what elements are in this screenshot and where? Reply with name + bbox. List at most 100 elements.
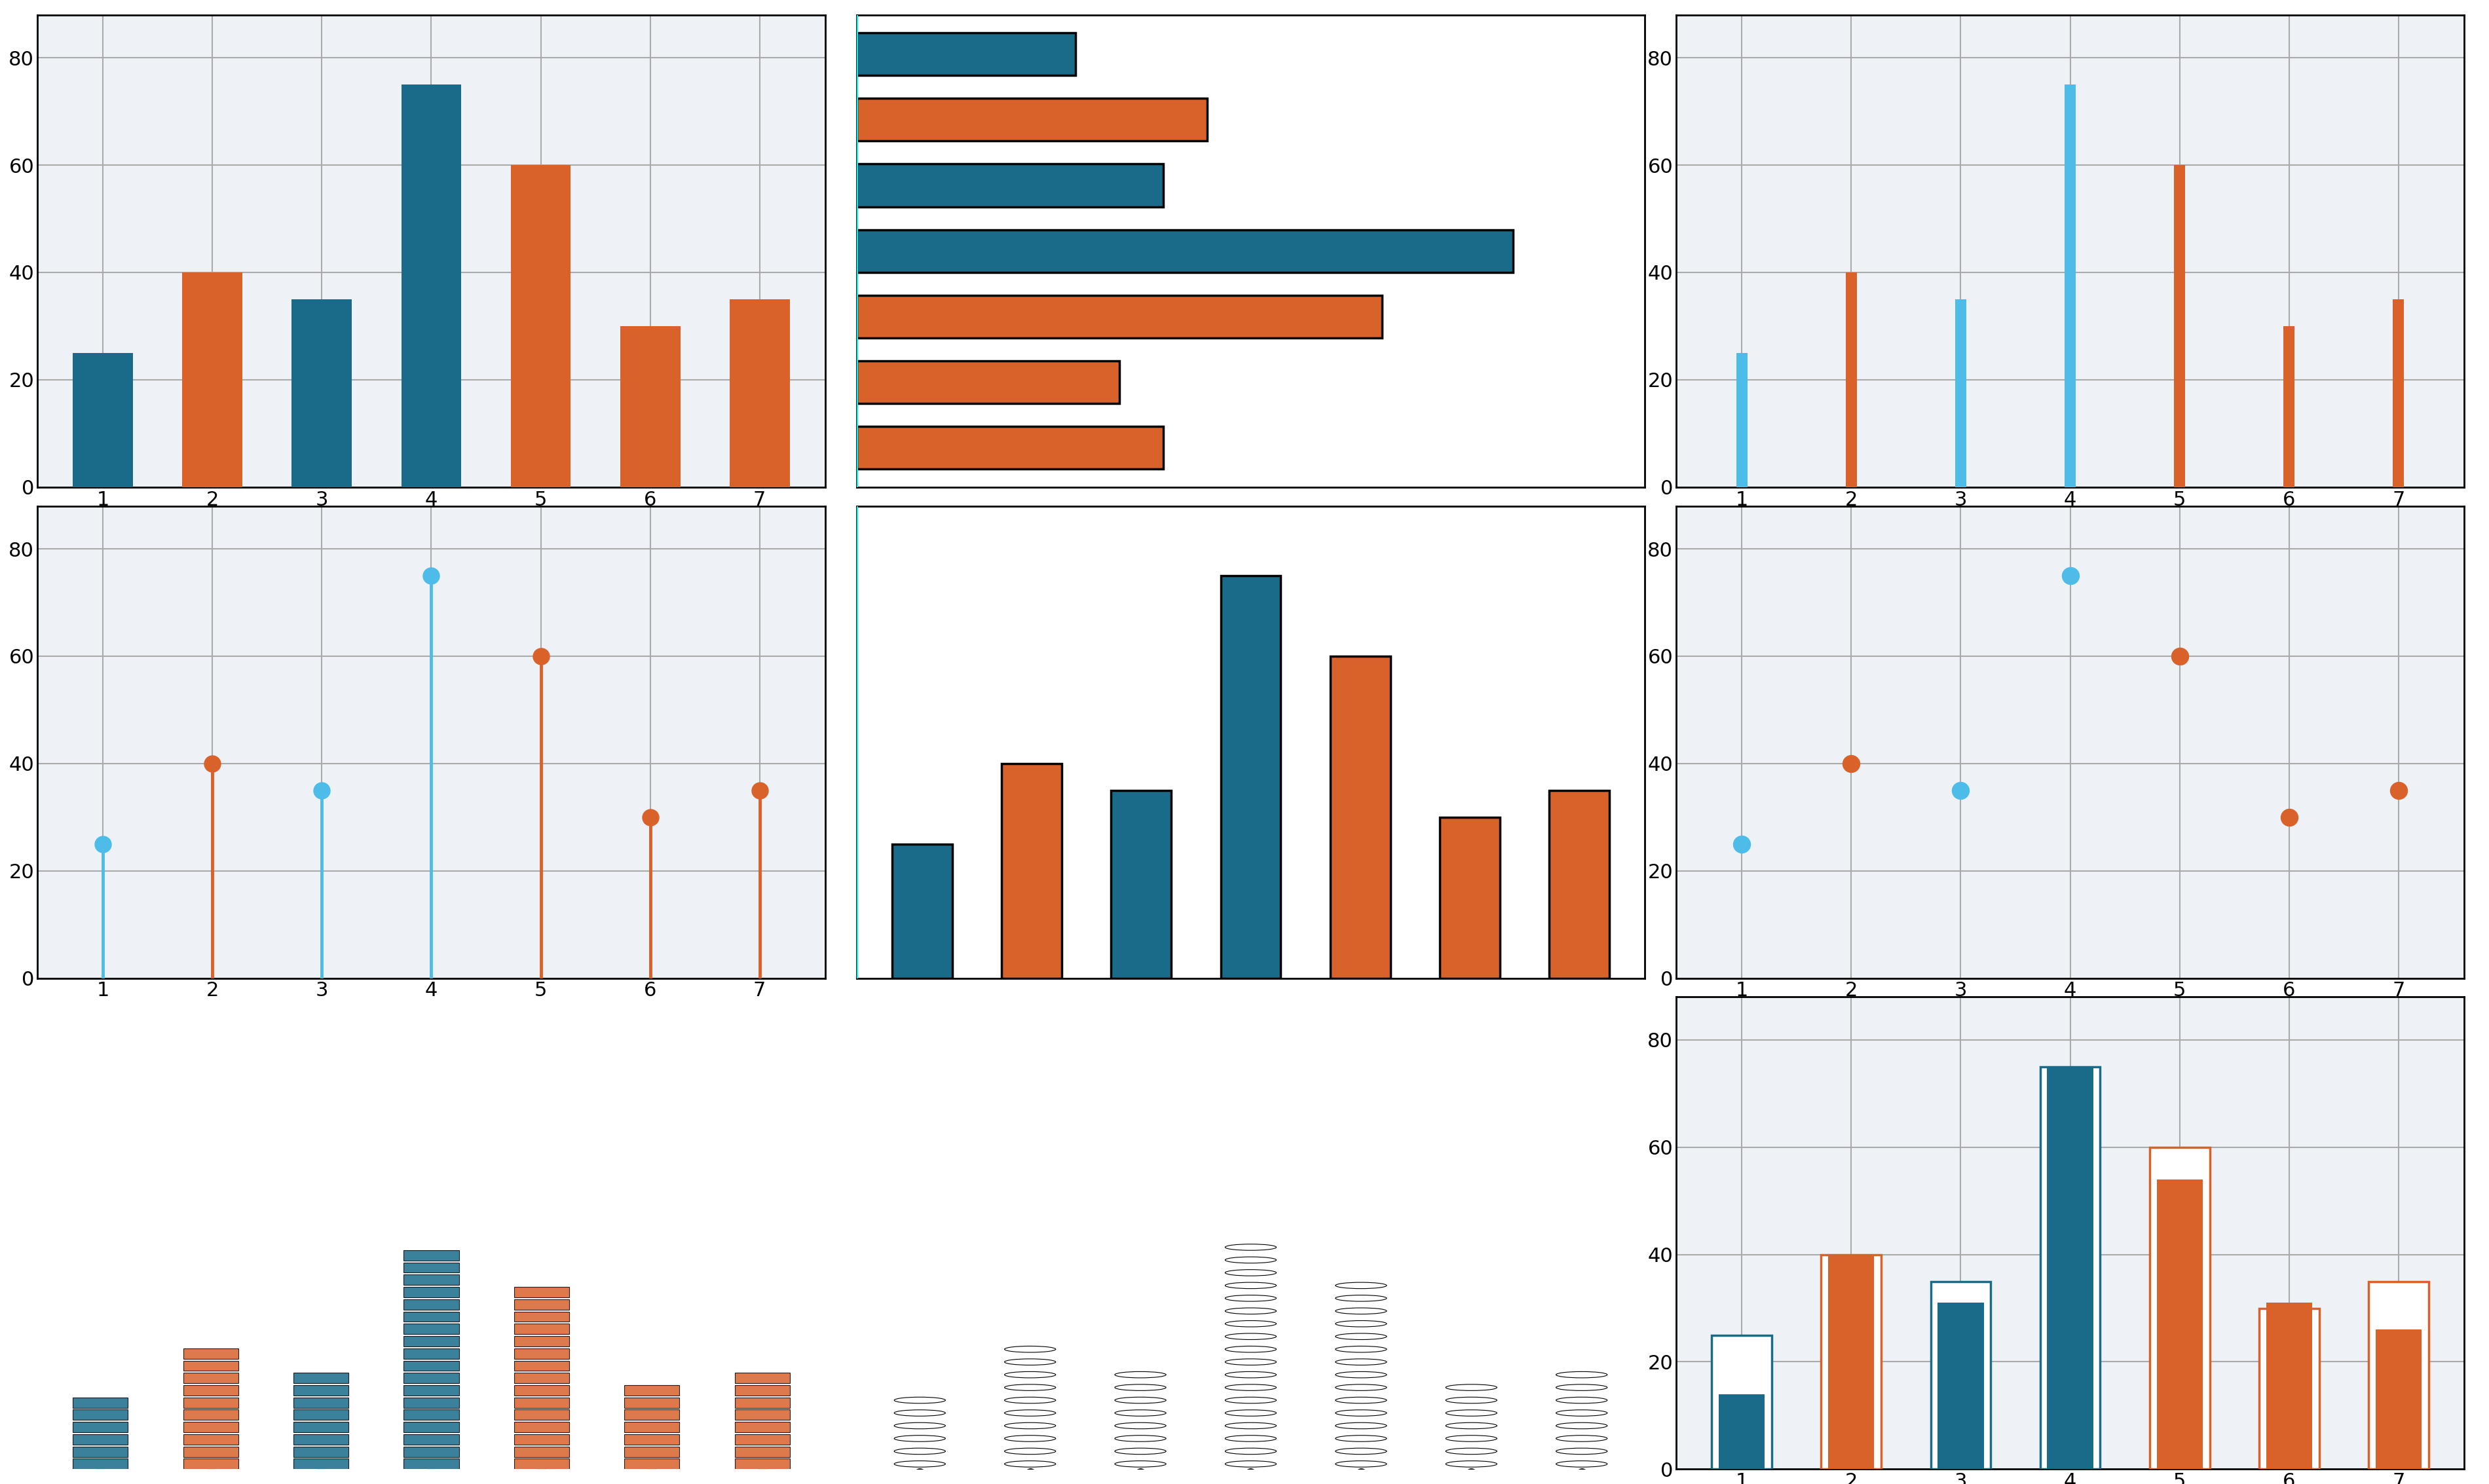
Bar	[515, 1361, 570, 1371]
Ellipse shape	[1115, 1448, 1165, 1454]
Bar	[294, 1385, 348, 1395]
Point	[1832, 751, 1872, 775]
Ellipse shape	[1446, 1423, 1496, 1429]
Bar	[403, 1459, 458, 1469]
Bar	[2066, 85, 2076, 487]
Bar	[856, 295, 1381, 338]
Bar	[515, 1422, 570, 1432]
Bar	[1110, 791, 1172, 978]
Bar	[401, 85, 460, 487]
Bar	[294, 1422, 348, 1432]
Point	[1722, 833, 1762, 856]
Bar	[184, 1385, 239, 1395]
Bar	[1822, 1254, 1882, 1469]
Ellipse shape	[1006, 1460, 1055, 1468]
Bar	[2265, 1303, 2312, 1469]
Ellipse shape	[1225, 1460, 1277, 1468]
Ellipse shape	[1337, 1385, 1386, 1391]
Bar	[72, 1459, 127, 1469]
Bar	[403, 1398, 458, 1408]
Bar	[734, 1398, 789, 1408]
Bar	[856, 165, 1162, 206]
Bar	[515, 1398, 570, 1408]
Bar	[403, 1250, 458, 1260]
Bar	[515, 1410, 570, 1420]
Bar	[2370, 1281, 2429, 1469]
Bar	[403, 1324, 458, 1334]
Bar	[510, 165, 570, 487]
Bar	[2155, 1180, 2203, 1469]
Bar	[625, 1410, 679, 1420]
Bar	[184, 1361, 239, 1371]
Bar	[729, 300, 789, 487]
Bar	[856, 426, 1162, 469]
Ellipse shape	[1446, 1435, 1496, 1441]
Ellipse shape	[1115, 1423, 1165, 1429]
Ellipse shape	[1225, 1423, 1277, 1429]
Ellipse shape	[1225, 1307, 1277, 1315]
Bar	[2375, 1330, 2422, 1469]
Ellipse shape	[1115, 1410, 1165, 1416]
Ellipse shape	[1006, 1410, 1055, 1416]
Bar	[1329, 656, 1391, 978]
Bar	[1548, 791, 1608, 978]
Bar	[184, 1398, 239, 1408]
Bar	[734, 1459, 789, 1469]
Ellipse shape	[1225, 1257, 1277, 1263]
Bar	[515, 1324, 570, 1334]
Bar	[515, 1373, 570, 1383]
Ellipse shape	[894, 1410, 946, 1416]
Bar	[72, 1410, 127, 1420]
Ellipse shape	[1006, 1371, 1055, 1377]
Bar	[182, 273, 241, 487]
Ellipse shape	[894, 1448, 946, 1454]
Bar	[294, 1410, 348, 1420]
Bar	[1220, 576, 1282, 978]
Ellipse shape	[1006, 1346, 1055, 1352]
Bar	[403, 1349, 458, 1359]
Bar	[625, 1447, 679, 1457]
Bar	[184, 1447, 239, 1457]
Bar	[1829, 1254, 1874, 1469]
Ellipse shape	[1556, 1371, 1608, 1377]
Bar	[2041, 1067, 2101, 1469]
Ellipse shape	[1556, 1460, 1608, 1468]
Bar	[184, 1373, 239, 1383]
Ellipse shape	[1006, 1396, 1055, 1404]
Bar	[403, 1422, 458, 1432]
Bar	[515, 1287, 570, 1297]
Ellipse shape	[894, 1435, 946, 1441]
Bar	[403, 1410, 458, 1420]
Ellipse shape	[1337, 1423, 1386, 1429]
Point	[1941, 779, 1981, 803]
Bar	[734, 1410, 789, 1420]
Bar	[403, 1373, 458, 1383]
Ellipse shape	[1446, 1448, 1496, 1454]
Bar	[1956, 300, 1966, 487]
Ellipse shape	[1337, 1296, 1386, 1301]
Ellipse shape	[1115, 1435, 1165, 1441]
Ellipse shape	[1337, 1282, 1386, 1288]
Bar	[72, 1398, 127, 1408]
Bar	[403, 1312, 458, 1322]
Bar	[734, 1422, 789, 1432]
Bar	[734, 1434, 789, 1444]
Bar	[856, 361, 1120, 404]
Ellipse shape	[1446, 1396, 1496, 1404]
Bar	[515, 1298, 570, 1309]
Ellipse shape	[1225, 1244, 1277, 1251]
Bar	[1939, 1303, 1984, 1469]
Bar	[403, 1298, 458, 1309]
Ellipse shape	[1556, 1448, 1608, 1454]
Ellipse shape	[1337, 1307, 1386, 1315]
Bar	[2282, 326, 2295, 487]
Bar	[294, 1447, 348, 1457]
Bar	[294, 1434, 348, 1444]
Bar	[620, 326, 679, 487]
Ellipse shape	[1225, 1435, 1277, 1441]
Bar	[1847, 273, 1857, 487]
Ellipse shape	[1556, 1435, 1608, 1441]
Bar	[403, 1361, 458, 1371]
Bar	[515, 1447, 570, 1457]
Bar	[2173, 165, 2185, 487]
